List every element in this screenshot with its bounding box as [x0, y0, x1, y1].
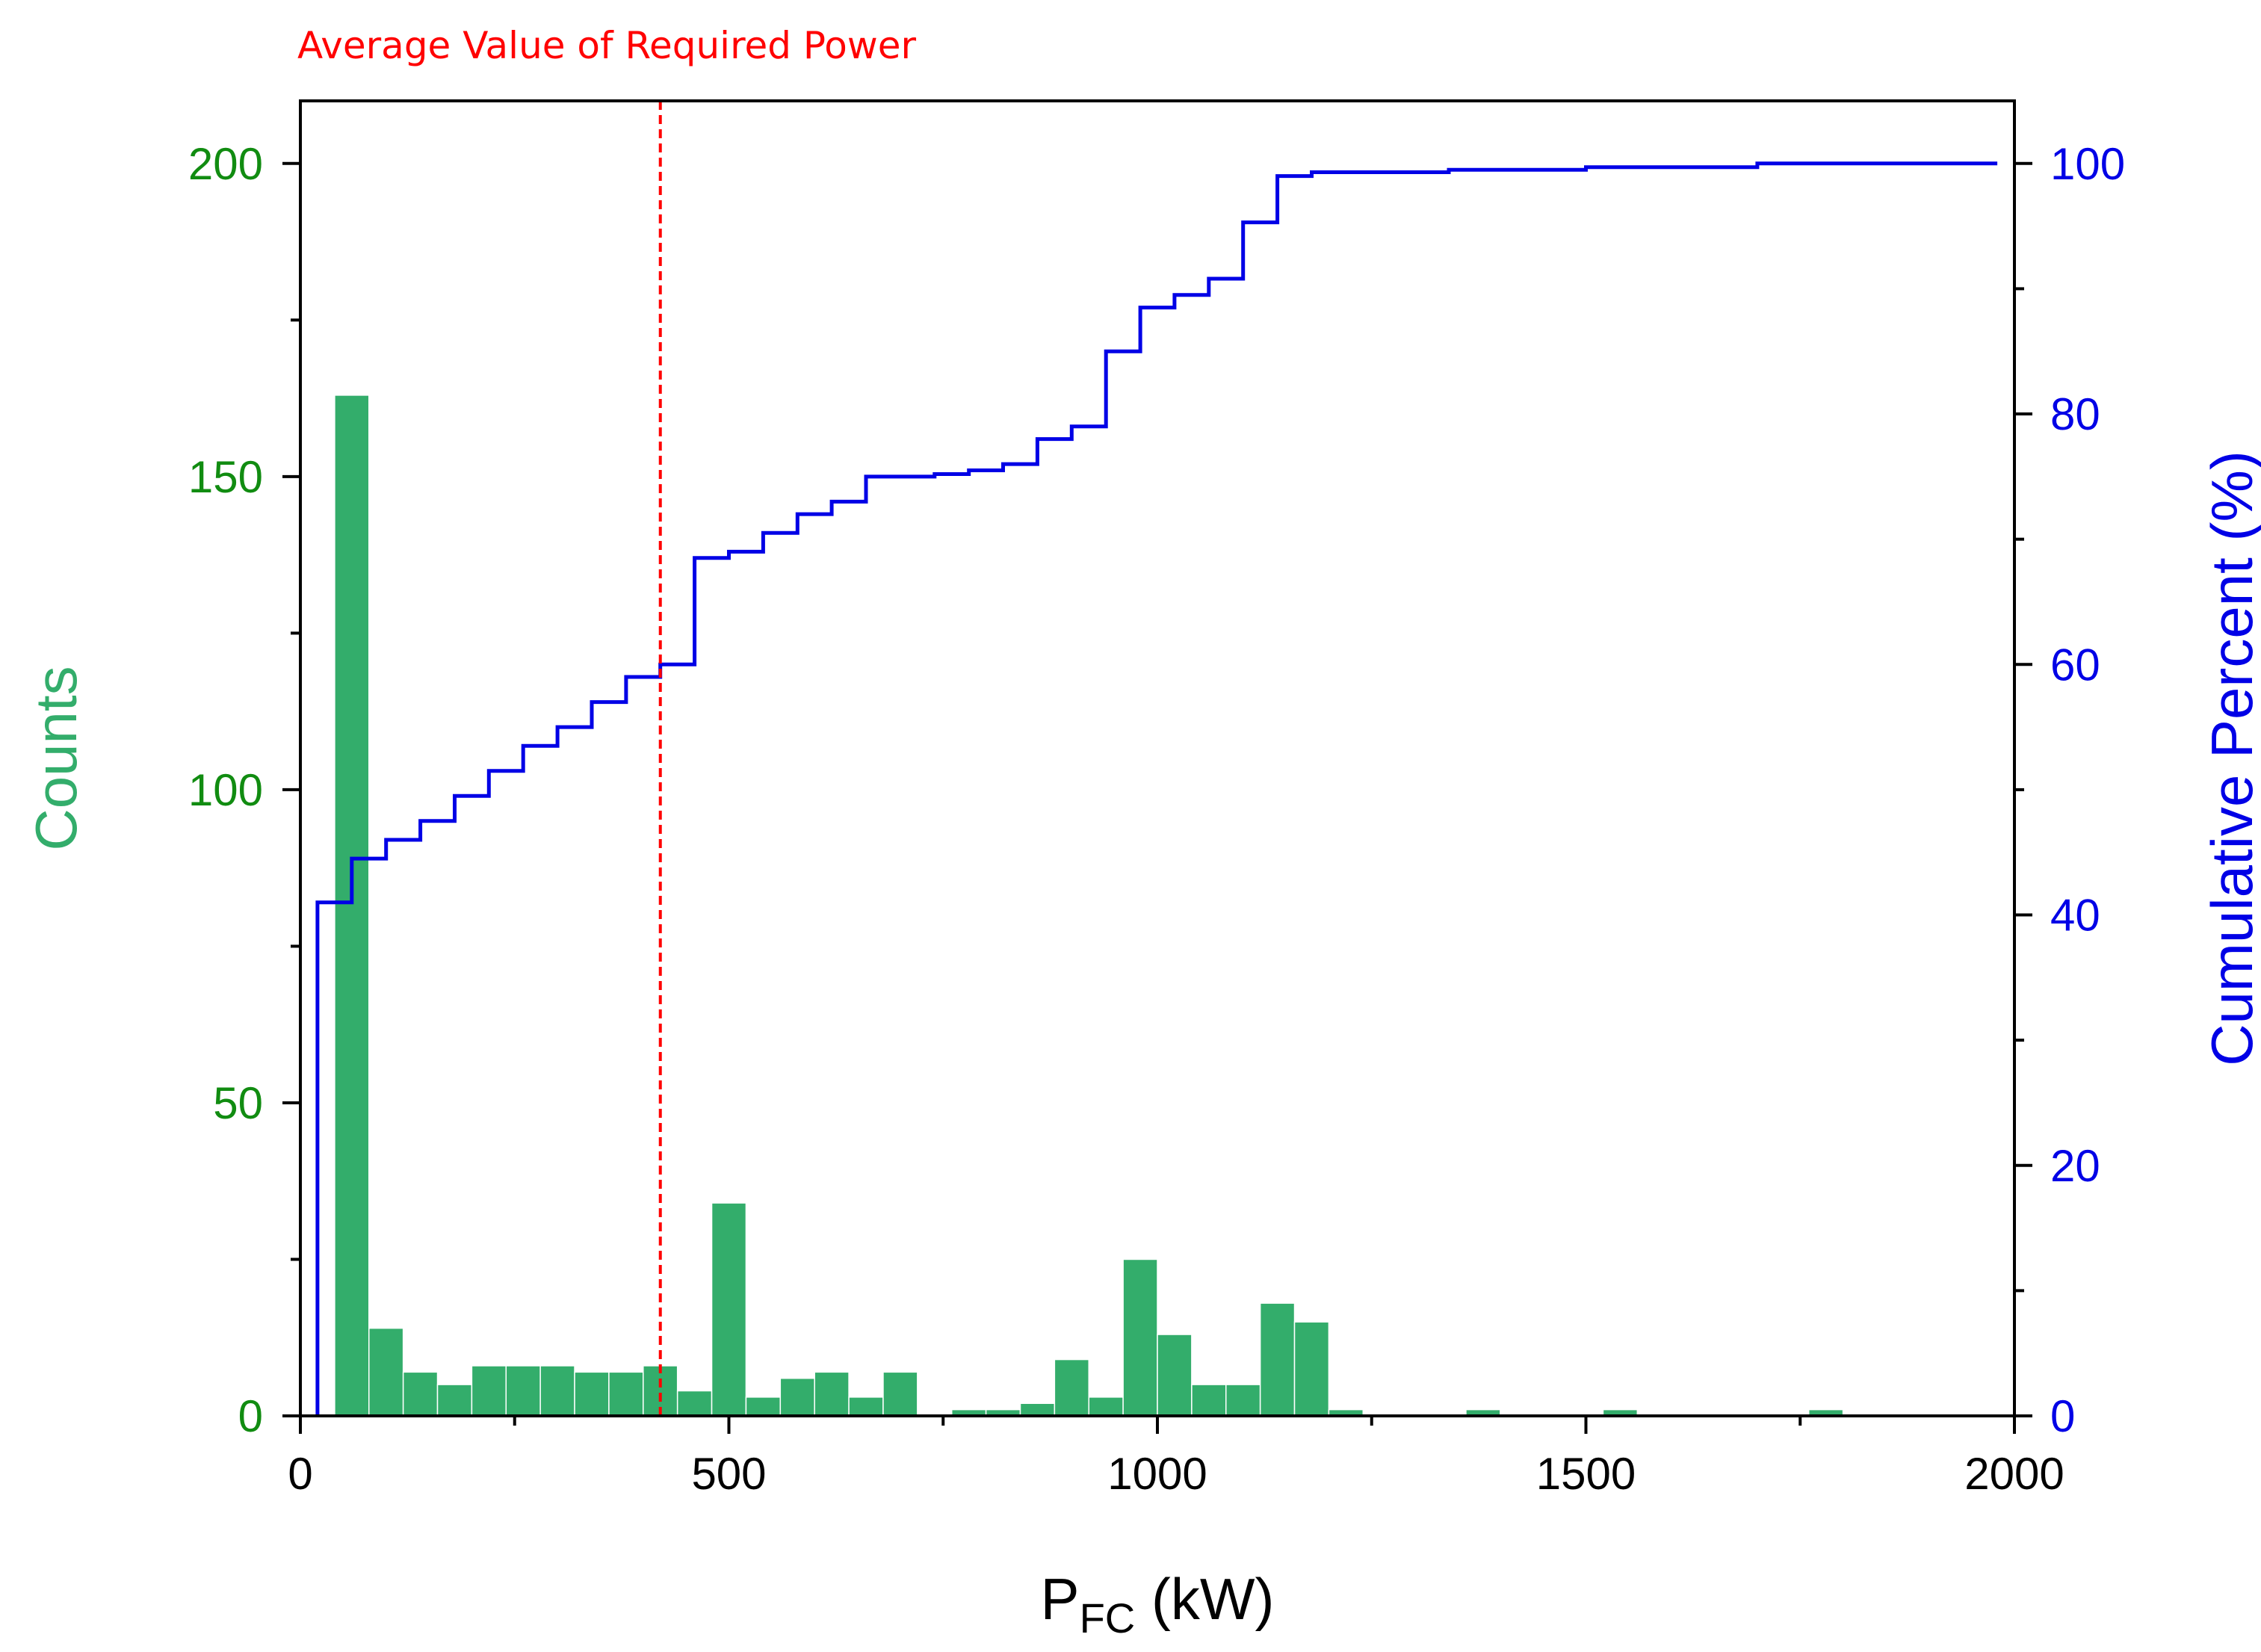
count-bar [814, 1371, 850, 1417]
right-y-axis-ticks: 0 20 40 60 80 100 [2014, 139, 2125, 1441]
count-bar [1157, 1334, 1193, 1417]
count-bar [368, 1327, 404, 1417]
x-tick-label: 0 [288, 1449, 312, 1499]
count-bar [1019, 1402, 1056, 1417]
x-axis-title-subscript: FC [1080, 1594, 1136, 1642]
x-axis-title-unit: (kW) [1135, 1566, 1274, 1632]
count-bar [608, 1371, 644, 1417]
left-y-tick-label: 200 [188, 139, 263, 189]
x-axis-title-main: P [1041, 1566, 1080, 1632]
count-bar [574, 1371, 610, 1417]
x-tick-label: 2000 [1964, 1449, 2064, 1499]
left-y-tick-label: 0 [238, 1391, 263, 1441]
x-axis-ticks: 0 500 1000 1500 2000 [288, 1416, 2064, 1499]
left-y-tick-label: 50 [213, 1078, 263, 1128]
count-bar [334, 395, 370, 1417]
count-bar [1225, 1384, 1261, 1417]
count-bar [1054, 1358, 1089, 1417]
count-bar [539, 1365, 575, 1417]
average-annotation: Average Value of Required Power [297, 24, 917, 67]
count-bars [334, 395, 1844, 1417]
right-y-tick-label: 100 [2050, 139, 2125, 189]
left-y-axis-title: Counts [23, 666, 89, 850]
x-tick-label: 500 [691, 1449, 766, 1499]
count-bar [1088, 1396, 1124, 1417]
count-bar [471, 1365, 507, 1417]
count-bar [1293, 1321, 1330, 1417]
cumulative-line [315, 161, 1998, 1416]
x-tick-label: 1000 [1107, 1449, 1207, 1499]
left-y-axis-ticks: 0 50 100 150 200 [188, 139, 300, 1441]
count-bar [1122, 1258, 1158, 1417]
right-y-tick-label: 20 [2050, 1141, 2100, 1191]
count-bar [1259, 1302, 1296, 1417]
count-bar [779, 1377, 815, 1417]
right-y-tick-label: 0 [2050, 1391, 2075, 1441]
cumulative-line-group [315, 161, 1998, 1416]
left-y-tick-label: 100 [188, 765, 263, 815]
right-y-tick-label: 40 [2050, 891, 2100, 941]
count-bar [745, 1396, 782, 1417]
count-bar [1191, 1384, 1227, 1417]
count-bar [882, 1371, 918, 1417]
count-bar [676, 1390, 713, 1417]
left-y-tick-label: 150 [188, 452, 263, 502]
count-bar [402, 1371, 439, 1417]
count-bar [711, 1202, 747, 1417]
count-bar [505, 1365, 541, 1417]
right-y-tick-label: 60 [2050, 640, 2100, 690]
plot-frame [299, 99, 2016, 1417]
right-y-tick-label: 80 [2050, 389, 2100, 439]
x-axis-title: PFC (kW) [1041, 1566, 1275, 1642]
count-bar [436, 1384, 473, 1417]
x-tick-label: 1500 [1536, 1449, 1636, 1499]
right-y-axis-title: Cumulative Percent (%) [2199, 451, 2261, 1066]
count-bar [848, 1396, 884, 1417]
